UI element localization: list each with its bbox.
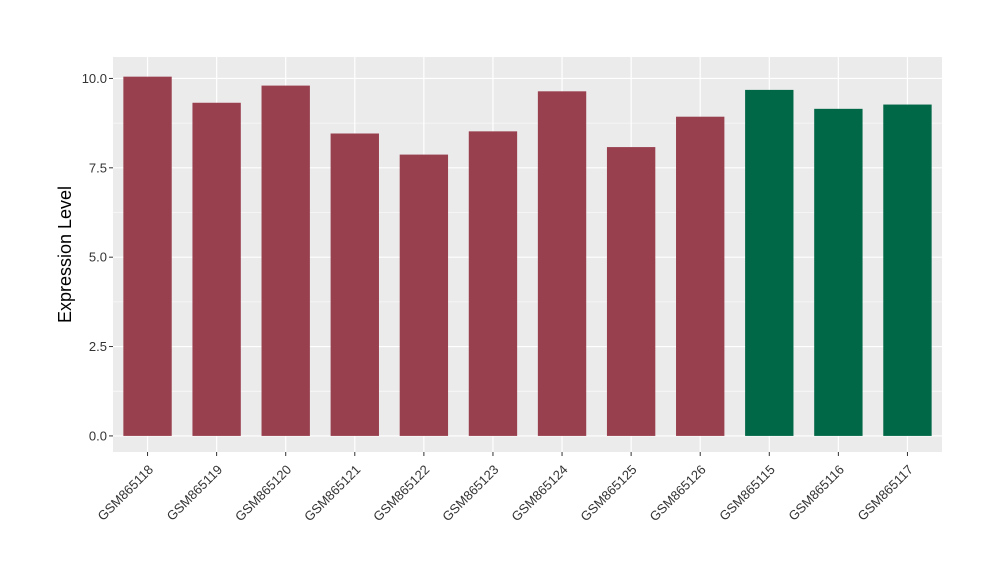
x-axis: GSM865118 GSM865119 GSM865120 GSM865121 GSM8… xyxy=(95,452,916,524)
x-tick-label: GSM865122 xyxy=(370,462,432,524)
bar-gsm865124 xyxy=(537,91,587,436)
bar-gsm865117 xyxy=(883,104,932,436)
x-tick-label: GSM865115 xyxy=(716,462,778,524)
bar-gsm865122 xyxy=(399,154,449,436)
x-tick-label: GSM865116 xyxy=(785,462,847,524)
minor-gridlines xyxy=(113,122,942,392)
x-tick-label: GSM865124 xyxy=(508,462,570,524)
x-tick-label: GSM865123 xyxy=(439,462,501,524)
y-tick-label: 10.0 xyxy=(82,71,107,86)
x-tick-label: GSM865118 xyxy=(95,462,157,524)
y-tick-label: 5.0 xyxy=(89,250,107,265)
y-axis: 0.0 2.5 5.0 7.5 10.0 xyxy=(82,71,113,443)
bar-gsm865121 xyxy=(330,133,379,436)
bar-gsm865126 xyxy=(676,116,725,436)
bar-gsm865125 xyxy=(606,147,656,436)
x-tick-label: GSM865119 xyxy=(164,462,226,524)
x-tick-label: GSM865121 xyxy=(301,462,363,524)
bar-gsm865118 xyxy=(123,76,172,436)
x-tick-label: GSM865126 xyxy=(647,462,709,524)
x-tick-label: GSM865125 xyxy=(577,462,639,524)
y-tick-label: 7.5 xyxy=(89,160,107,175)
y-tick-label: 2.5 xyxy=(89,339,107,354)
bar-gsm865115 xyxy=(745,89,794,436)
bar-gsm865123 xyxy=(468,131,518,436)
bar-gsm865116 xyxy=(814,108,863,436)
bar-gsm865119 xyxy=(192,102,241,436)
bar-gsm865120 xyxy=(261,85,310,436)
y-axis-title: Expression Level xyxy=(55,186,75,323)
x-tick-label: GSM865117 xyxy=(854,462,916,524)
bars xyxy=(123,76,932,436)
x-tick-label: GSM865120 xyxy=(232,462,294,524)
y-tick-label: 0.0 xyxy=(89,428,107,443)
